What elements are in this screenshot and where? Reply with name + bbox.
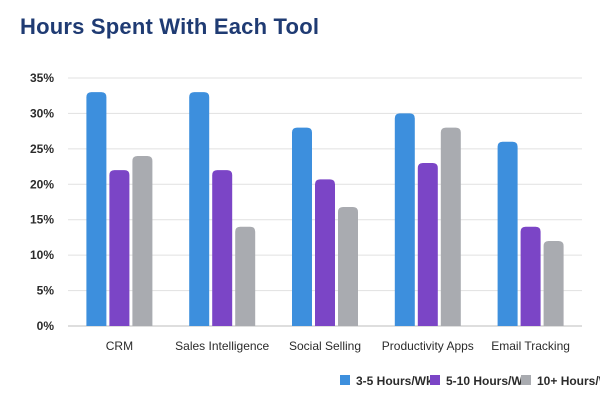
y-tick-label: 0% — [37, 319, 55, 333]
x-axis: CRM Sales Intelligence Social Selling Produ… — [106, 339, 570, 353]
y-tick-label: 30% — [30, 106, 54, 120]
y-tick-label: 15% — [30, 213, 54, 227]
bar-email-tracking-series-3 — [543, 240, 564, 326]
x-tick-label: Email Tracking — [491, 339, 570, 353]
bar-social-selling-series-3 — [338, 206, 358, 326]
bar-productivity-apps-series-2 — [417, 163, 438, 326]
x-tick-label: Sales Intelligence — [175, 339, 269, 353]
bar-social-selling-series-1 — [292, 127, 312, 326]
legend-swatch — [340, 375, 350, 385]
x-tick-label: Productivity Apps — [382, 339, 474, 353]
bar-productivity-apps-series-1 — [394, 113, 415, 326]
bar-sales-intelligence-series-2 — [212, 170, 233, 326]
bar-crm-series-1 — [86, 92, 107, 327]
bar-sales-intelligence-series-3 — [235, 226, 256, 326]
y-tick-label: 5% — [37, 284, 55, 298]
y-tick-label: 25% — [30, 142, 54, 156]
y-tick-label: 20% — [30, 177, 54, 191]
x-tick-label: CRM — [106, 339, 133, 353]
legend-swatch — [521, 375, 531, 385]
bar-crm-series-2 — [109, 170, 130, 326]
legend-swatch — [430, 375, 440, 385]
y-tick-label: 10% — [30, 248, 54, 262]
bar-crm-series-3 — [132, 155, 153, 326]
legend-label: 10+ Hours/Wk — [537, 374, 600, 388]
bar-email-tracking-series-1 — [497, 141, 518, 326]
chart-title: Hours Spent With Each Tool — [20, 14, 320, 39]
legend-label: 5-10 Hours/Wk — [446, 374, 530, 388]
legend: 3-5 Hours/Wk 5-10 Hours/Wk 10+ Hours/Wk — [340, 374, 600, 388]
bar-email-tracking-series-2 — [520, 226, 541, 326]
bars — [86, 92, 564, 327]
x-tick-label: Social Selling — [289, 339, 361, 353]
y-tick-label: 35% — [30, 71, 54, 85]
bar-social-selling-series-2 — [315, 179, 335, 326]
bar-sales-intelligence-series-1 — [189, 92, 210, 327]
bar-productivity-apps-series-3 — [440, 127, 461, 326]
legend-label: 3-5 Hours/Wk — [356, 374, 433, 388]
y-axis: 0% 5% 10% 15% 20% 25% 30% 35% — [30, 71, 54, 333]
